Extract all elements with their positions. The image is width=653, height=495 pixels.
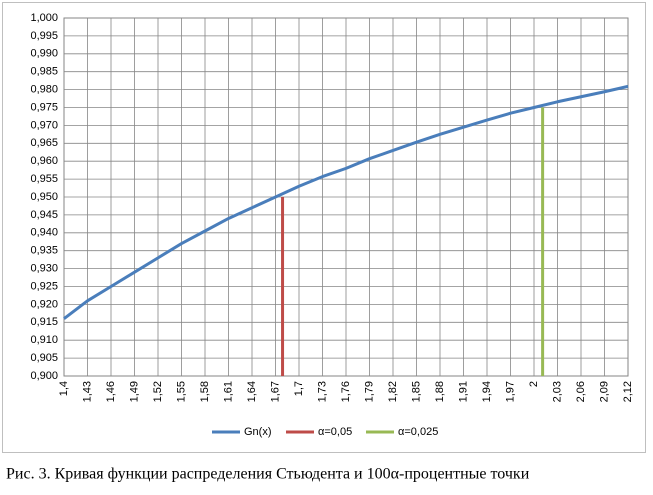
x-tick-label: 1,61 [222, 381, 234, 402]
y-tick-label: 0,925 [30, 280, 58, 292]
x-tick-label: 1,64 [246, 381, 258, 402]
x-tick-label: 1,43 [81, 381, 93, 402]
y-tick-label: 0,980 [30, 84, 58, 96]
x-tick-label: 1,82 [387, 381, 399, 402]
y-tick-label: 0,935 [30, 245, 58, 257]
y-tick-label: 0,970 [30, 119, 58, 131]
x-tick-label: 1,58 [199, 381, 211, 402]
y-tick-label: 0,975 [30, 101, 58, 113]
y-tick-label: 0,990 [30, 48, 58, 60]
x-tick-label: 1,94 [481, 381, 493, 402]
x-tick-label: 1,97 [504, 381, 516, 402]
y-tick-label: 0,900 [30, 370, 58, 382]
x-tick-label: 1,88 [434, 381, 446, 402]
y-tick-label: 0,940 [30, 227, 58, 239]
x-tick-label: 1,73 [316, 381, 328, 402]
y-tick-label: 0,950 [30, 191, 58, 203]
x-tick-label: 1,91 [457, 381, 469, 402]
y-tick-label: 1,000 [30, 12, 58, 24]
legend-label: α=0,025 [398, 426, 438, 438]
caption: Рис. 3. Кривая функции распределения Сть… [6, 466, 530, 483]
legend-label: Gn(x) [244, 426, 272, 438]
legend-label: α=0,05 [318, 426, 352, 438]
y-tick-label: 0,960 [30, 155, 58, 167]
x-tick-label: 2,06 [575, 381, 587, 402]
y-tick-label: 0,915 [30, 316, 58, 328]
x-tick-label: 1,49 [128, 381, 140, 402]
y-tick-label: 0,930 [30, 263, 58, 275]
y-tick-label: 0,955 [30, 173, 58, 185]
y-tick-label: 0,905 [30, 352, 58, 364]
x-tick-label: 1,76 [340, 381, 352, 402]
y-tick-label: 0,985 [30, 66, 58, 78]
y-tick-label: 0,995 [30, 30, 58, 42]
x-tick-label: 1,46 [105, 381, 117, 402]
x-tick-label: 1,7 [293, 381, 305, 396]
x-tick-label: 1,52 [152, 381, 164, 402]
x-tick-label: 1,85 [410, 381, 422, 402]
x-tick-label: 2 [528, 381, 540, 387]
y-tick-label: 0,910 [30, 334, 58, 346]
x-tick-label: 1,67 [269, 381, 281, 402]
y-tick-label: 0,945 [30, 209, 58, 221]
y-tick-label: 0,920 [30, 298, 58, 310]
x-tick-label: 1,79 [363, 381, 375, 402]
plot-border [63, 17, 629, 377]
x-tick-label: 1,55 [175, 381, 187, 402]
x-tick-label: 2,09 [598, 381, 610, 402]
x-tick-label: 2,12 [622, 381, 634, 402]
series-line [63, 84, 629, 320]
y-tick-label: 0,965 [30, 137, 58, 149]
x-tick-label: 1,4 [58, 381, 70, 396]
chart-frame [2, 2, 646, 453]
x-tick-label: 2,03 [551, 381, 563, 402]
